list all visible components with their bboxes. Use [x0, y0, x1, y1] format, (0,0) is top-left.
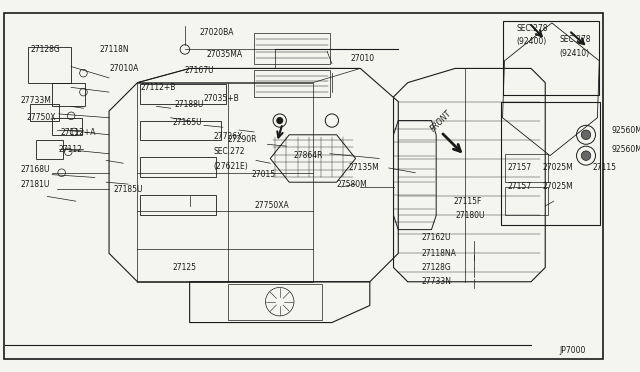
Text: 27020BA: 27020BA — [199, 28, 234, 37]
Text: SEC.278: SEC.278 — [559, 35, 591, 45]
Text: (92410): (92410) — [559, 49, 589, 58]
Text: 27162U: 27162U — [422, 233, 451, 242]
Bar — [254, 70, 330, 97]
Bar — [140, 121, 221, 140]
Text: 27112: 27112 — [59, 144, 83, 154]
Bar — [506, 154, 548, 182]
Text: 92560M: 92560M — [612, 144, 640, 154]
Text: 27025M: 27025M — [542, 182, 573, 192]
Bar — [506, 187, 548, 215]
Text: 27115: 27115 — [593, 163, 617, 173]
Bar — [228, 284, 323, 320]
Bar — [500, 102, 600, 225]
Text: 27181U: 27181U — [21, 180, 50, 189]
Text: 27185U: 27185U — [114, 185, 143, 194]
Text: 27864R: 27864R — [294, 151, 323, 160]
Text: 27167U: 27167U — [185, 66, 214, 75]
Text: SEC.278: SEC.278 — [516, 24, 548, 33]
Text: 27035+B: 27035+B — [204, 94, 239, 103]
Text: 27165U: 27165U — [173, 118, 202, 127]
Bar — [30, 103, 59, 121]
Text: JP7000: JP7000 — [559, 346, 586, 356]
Text: 27157: 27157 — [508, 182, 531, 192]
Circle shape — [581, 130, 591, 140]
Text: (27621E): (27621E) — [213, 161, 248, 171]
Text: 27188U: 27188U — [175, 100, 204, 109]
Text: FRONT: FRONT — [429, 108, 453, 133]
Text: 27290R: 27290R — [228, 135, 257, 144]
Text: 27750XA: 27750XA — [254, 201, 289, 211]
Circle shape — [581, 151, 591, 160]
Text: 27118NA: 27118NA — [422, 249, 457, 258]
Text: 27010A: 27010A — [109, 64, 138, 73]
Text: 27180U: 27180U — [455, 211, 484, 220]
Text: 92560M: 92560M — [612, 126, 640, 135]
Bar — [52, 118, 83, 135]
Bar — [140, 84, 226, 105]
Text: 27118N: 27118N — [100, 45, 129, 54]
Text: 27015: 27015 — [252, 170, 275, 179]
Bar — [140, 195, 216, 215]
Text: 27733N: 27733N — [422, 277, 452, 286]
Text: 27168U: 27168U — [21, 166, 51, 174]
Text: 27010: 27010 — [351, 54, 375, 64]
Circle shape — [277, 118, 283, 124]
Text: 27112+B: 27112+B — [140, 83, 176, 92]
Text: 27035MA: 27035MA — [207, 50, 243, 59]
Text: 27025M: 27025M — [542, 163, 573, 173]
Text: 27580M: 27580M — [337, 180, 367, 189]
Text: 27128G: 27128G — [30, 45, 60, 54]
Text: 27128G: 27128G — [422, 263, 452, 272]
Text: (92400): (92400) — [516, 37, 547, 46]
Bar — [52, 83, 85, 106]
Text: SEC.272: SEC.272 — [213, 147, 245, 156]
Text: 27733M: 27733M — [21, 96, 52, 105]
Text: 27115F: 27115F — [453, 197, 482, 206]
Text: 27112+A: 27112+A — [61, 128, 96, 137]
Text: 27157: 27157 — [508, 163, 531, 173]
Text: 27135M: 27135M — [349, 163, 380, 173]
Bar — [28, 46, 71, 83]
Bar — [502, 21, 599, 95]
Text: 27125: 27125 — [173, 263, 196, 272]
Bar — [254, 33, 330, 64]
Text: 27726X: 27726X — [213, 132, 243, 141]
Text: 27750X: 27750X — [26, 113, 56, 122]
Bar — [140, 157, 216, 177]
Bar — [36, 140, 63, 158]
